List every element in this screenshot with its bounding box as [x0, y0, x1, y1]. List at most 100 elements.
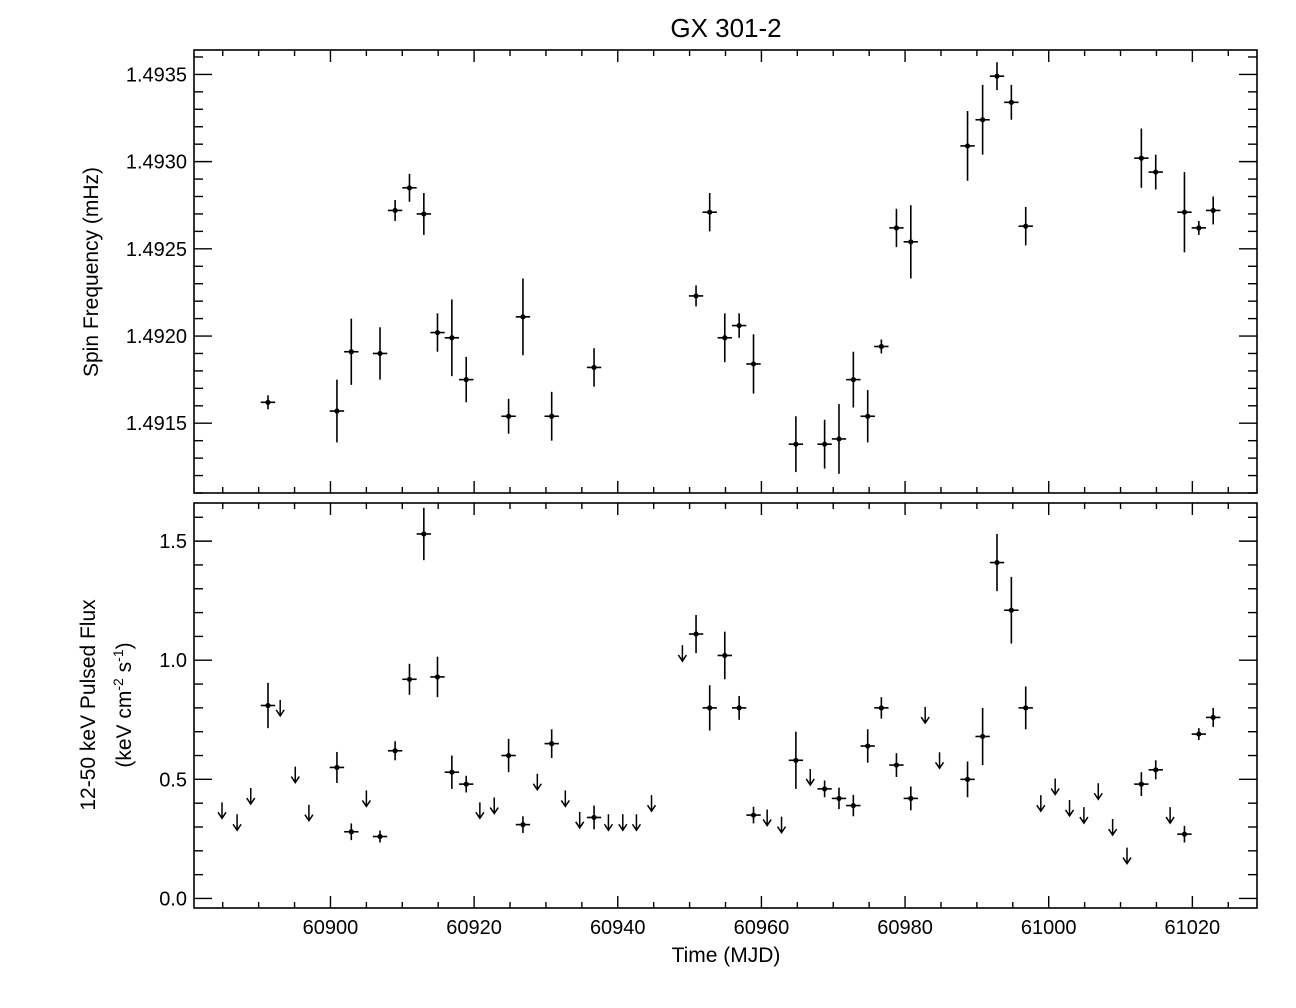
pulsed-flux-data-point — [416, 507, 432, 561]
pulsed-flux-upper-limit-arrow — [1165, 807, 1175, 825]
data-marker — [1153, 767, 1159, 773]
pulsed-flux-upper-limit-arrow — [560, 790, 570, 808]
data-marker — [520, 314, 526, 320]
pulsed-flux-data-point — [1191, 728, 1207, 741]
pulsed-flux-upper-limit-arrow — [805, 768, 815, 787]
spin-frequency-data-point — [989, 62, 1005, 91]
spin-frequency-data-point — [846, 351, 861, 408]
spin-frequency-data-point — [788, 416, 804, 473]
data-marker — [1181, 831, 1188, 837]
spin-frequency-data-point — [960, 111, 975, 181]
data-marker — [750, 361, 757, 367]
data-marker — [520, 822, 526, 828]
upper-limit-arrow-icon — [560, 790, 570, 808]
pulsed-flux-data-point — [717, 631, 732, 680]
upper-limit-arrow-icon — [304, 804, 314, 823]
spin-frequency-data-point — [817, 419, 832, 469]
data-marker — [836, 436, 842, 442]
pulsed-flux-upper-limit-arrow — [934, 752, 945, 770]
pulsed-flux-data-point — [430, 656, 445, 698]
pulsed-flux-data-point — [1177, 825, 1192, 843]
data-marker — [793, 441, 799, 447]
data-marker — [421, 211, 427, 217]
spin-frequency-data-point — [372, 327, 388, 380]
pulsed-flux-data-point — [702, 685, 717, 731]
spin-frequency-data-point — [430, 313, 445, 352]
pulsed-flux-data-point — [387, 741, 403, 761]
data-marker — [994, 559, 1000, 566]
data-marker — [505, 413, 512, 419]
data-marker — [1210, 207, 1216, 214]
unit-text: ) — [113, 642, 136, 649]
upper-limit-arrow-icon — [677, 645, 688, 663]
pulsed-flux-y-axis-units: (keV cm-2 s-1) — [110, 642, 136, 767]
spin-frequency-data-point — [860, 390, 875, 443]
pulsed-flux-upper-limit-arrow — [631, 814, 642, 832]
upper-limit-arrow-icon — [618, 814, 628, 832]
pulsed-flux-upper-limit-arrow — [677, 645, 688, 663]
data-marker — [893, 225, 900, 231]
spin-frequency-ticks: 1.4915 1.4920 1.4925 1.4930 1.4935 — [126, 50, 1257, 494]
x-tick-label: 60940 — [590, 917, 646, 939]
upper-limit-arrow-icon — [1165, 807, 1175, 825]
pulsed-flux-upper-limit-arrow — [489, 797, 499, 815]
upper-limit-arrow-icon — [603, 814, 614, 832]
upper-limit-arrow-icon — [275, 699, 285, 718]
pulsed-flux-data-point — [889, 753, 904, 777]
pulsed-flux-data-point — [788, 731, 804, 789]
data-marker — [434, 329, 441, 336]
data-marker — [878, 705, 884, 711]
pulsed-flux-data-point — [746, 806, 761, 824]
upper-limit-arrow-icon — [290, 766, 300, 784]
pulsed-flux-upper-limit-arrow — [1122, 847, 1132, 865]
data-marker — [348, 349, 354, 355]
data-marker — [865, 743, 871, 749]
pulsed-flux-data-point — [329, 751, 345, 783]
spin-frequency-data-point — [501, 398, 516, 434]
pulsed-flux-data-point — [515, 816, 531, 833]
x-tick-label: 60980 — [877, 917, 933, 939]
upper-limit-arrow-icon — [762, 809, 772, 827]
data-marker — [822, 441, 828, 447]
data-marker — [980, 117, 986, 123]
data-marker — [505, 752, 512, 759]
x-tick-label: 61020 — [1165, 917, 1221, 939]
pulsed-flux-data-point — [846, 794, 861, 817]
spin-frequency-data-point — [903, 205, 918, 279]
upper-limit-arrow-icon — [1122, 847, 1132, 865]
x-tick-label: 61000 — [1021, 917, 1077, 939]
data-marker — [994, 73, 1000, 79]
pulsed-flux-y-axis-label: 12-50 keV Pulsed Flux — [77, 599, 100, 811]
unit-text: (keV cm — [113, 691, 136, 768]
pulsed-flux-ticks: 60900 60920 60940 60960 60980 61000 61020 0.0 0.… — [159, 503, 1257, 939]
spin-frequency-data-point — [416, 193, 432, 235]
upper-limit-arrow-icon — [475, 802, 485, 820]
spin-frequency-y-tick-label: 1.4915 — [126, 413, 187, 435]
pulsed-flux-data-point — [544, 729, 559, 758]
spin-frequency-data-point — [444, 299, 460, 377]
spin-frequency-data-point — [387, 199, 403, 221]
spin-frequency-data-point — [702, 193, 717, 232]
pulsed-flux-data-point — [344, 823, 359, 841]
spin-frequency-y-tick-label: 1.4920 — [126, 326, 187, 348]
data-marker — [591, 364, 597, 371]
pulsed-flux-frame — [193, 502, 1258, 909]
spin-frequency-data-point — [1018, 206, 1033, 246]
pulsed-flux-data-point — [444, 755, 460, 789]
data-marker — [434, 674, 441, 680]
data-marker — [736, 705, 742, 711]
pulsed-flux-upper-limit-arrow — [532, 773, 542, 792]
spin-frequency-data-point — [260, 395, 276, 410]
spin-frequency-data — [260, 62, 1221, 474]
pulsed-flux-y-tick-label: 0.0 — [159, 888, 187, 910]
data-marker — [1153, 169, 1159, 175]
data-marker — [836, 795, 842, 802]
pulsed-flux-y-tick-label: 1.5 — [159, 531, 187, 553]
pulsed-flux-data-point — [1148, 760, 1163, 780]
spin-frequency-data-point — [746, 334, 761, 394]
pulsed-flux-data-point — [960, 761, 975, 798]
pulsed-flux-data-point — [688, 614, 704, 654]
pulsed-flux-upper-limit-arrow — [603, 814, 614, 832]
data-marker — [1138, 781, 1144, 787]
